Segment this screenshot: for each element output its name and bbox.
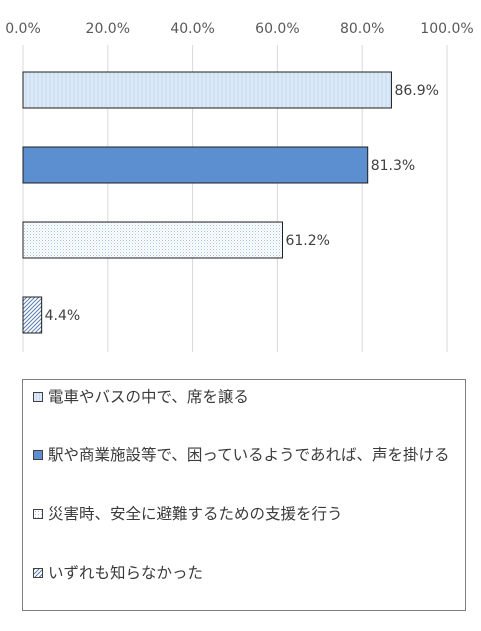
bar-chart: 0.0% 20.0% 40.0% 60.0% 80.0% 100.0% 86.9% 81.3… (5, 21, 474, 352)
x-tick-label: 80.0% (340, 21, 384, 37)
legend-item: いずれも知らなかった (33, 562, 453, 585)
legend: 電車やバスの中で、席を譲る 駅や商業施設等で、困っているようであれば、声を掛ける… (22, 379, 466, 611)
legend-swatch-icon (33, 392, 43, 402)
bar (22, 296, 43, 334)
x-tick-label: 0.0% (5, 21, 41, 37)
bar-value-label: 61.2% (285, 233, 329, 249)
legend-label: いずれも知らなかった (48, 564, 204, 582)
legend-swatch-icon (33, 509, 43, 519)
x-tick-label: 20.0% (86, 21, 130, 37)
bars (22, 71, 392, 334)
legend-label: 駅や商業施設等で、困っているようであれば、声を掛ける (48, 446, 450, 464)
x-axis-ticks: 0.0% 20.0% 40.0% 60.0% 80.0% 100.0% (5, 21, 473, 37)
bar (22, 71, 392, 109)
legend-swatch-icon (33, 450, 43, 460)
legend-label: 災害時、安全に避難するための支援を行う (48, 505, 343, 523)
bar-value-label: 4.4% (45, 308, 81, 324)
legend-item: 災害時、安全に避難するための支援を行う (33, 503, 453, 526)
bar (22, 221, 283, 259)
legend-item: 駅や商業施設等で、困っているようであれば、声を掛ける (33, 444, 453, 467)
x-tick-label: 100.0% (420, 21, 473, 37)
bar-value-label: 81.3% (371, 158, 415, 174)
legend-label: 電車やバスの中で、席を譲る (48, 388, 249, 406)
legend-item: 電車やバスの中で、席を譲る (33, 386, 453, 409)
bar-value-label: 86.9% (394, 83, 438, 99)
x-tick-label: 40.0% (170, 21, 214, 37)
x-tick-label: 60.0% (255, 21, 299, 37)
value-labels: 86.9% 81.3% 61.2% 4.4% (45, 83, 439, 324)
bar (22, 146, 369, 184)
legend-swatch-icon (33, 568, 43, 578)
